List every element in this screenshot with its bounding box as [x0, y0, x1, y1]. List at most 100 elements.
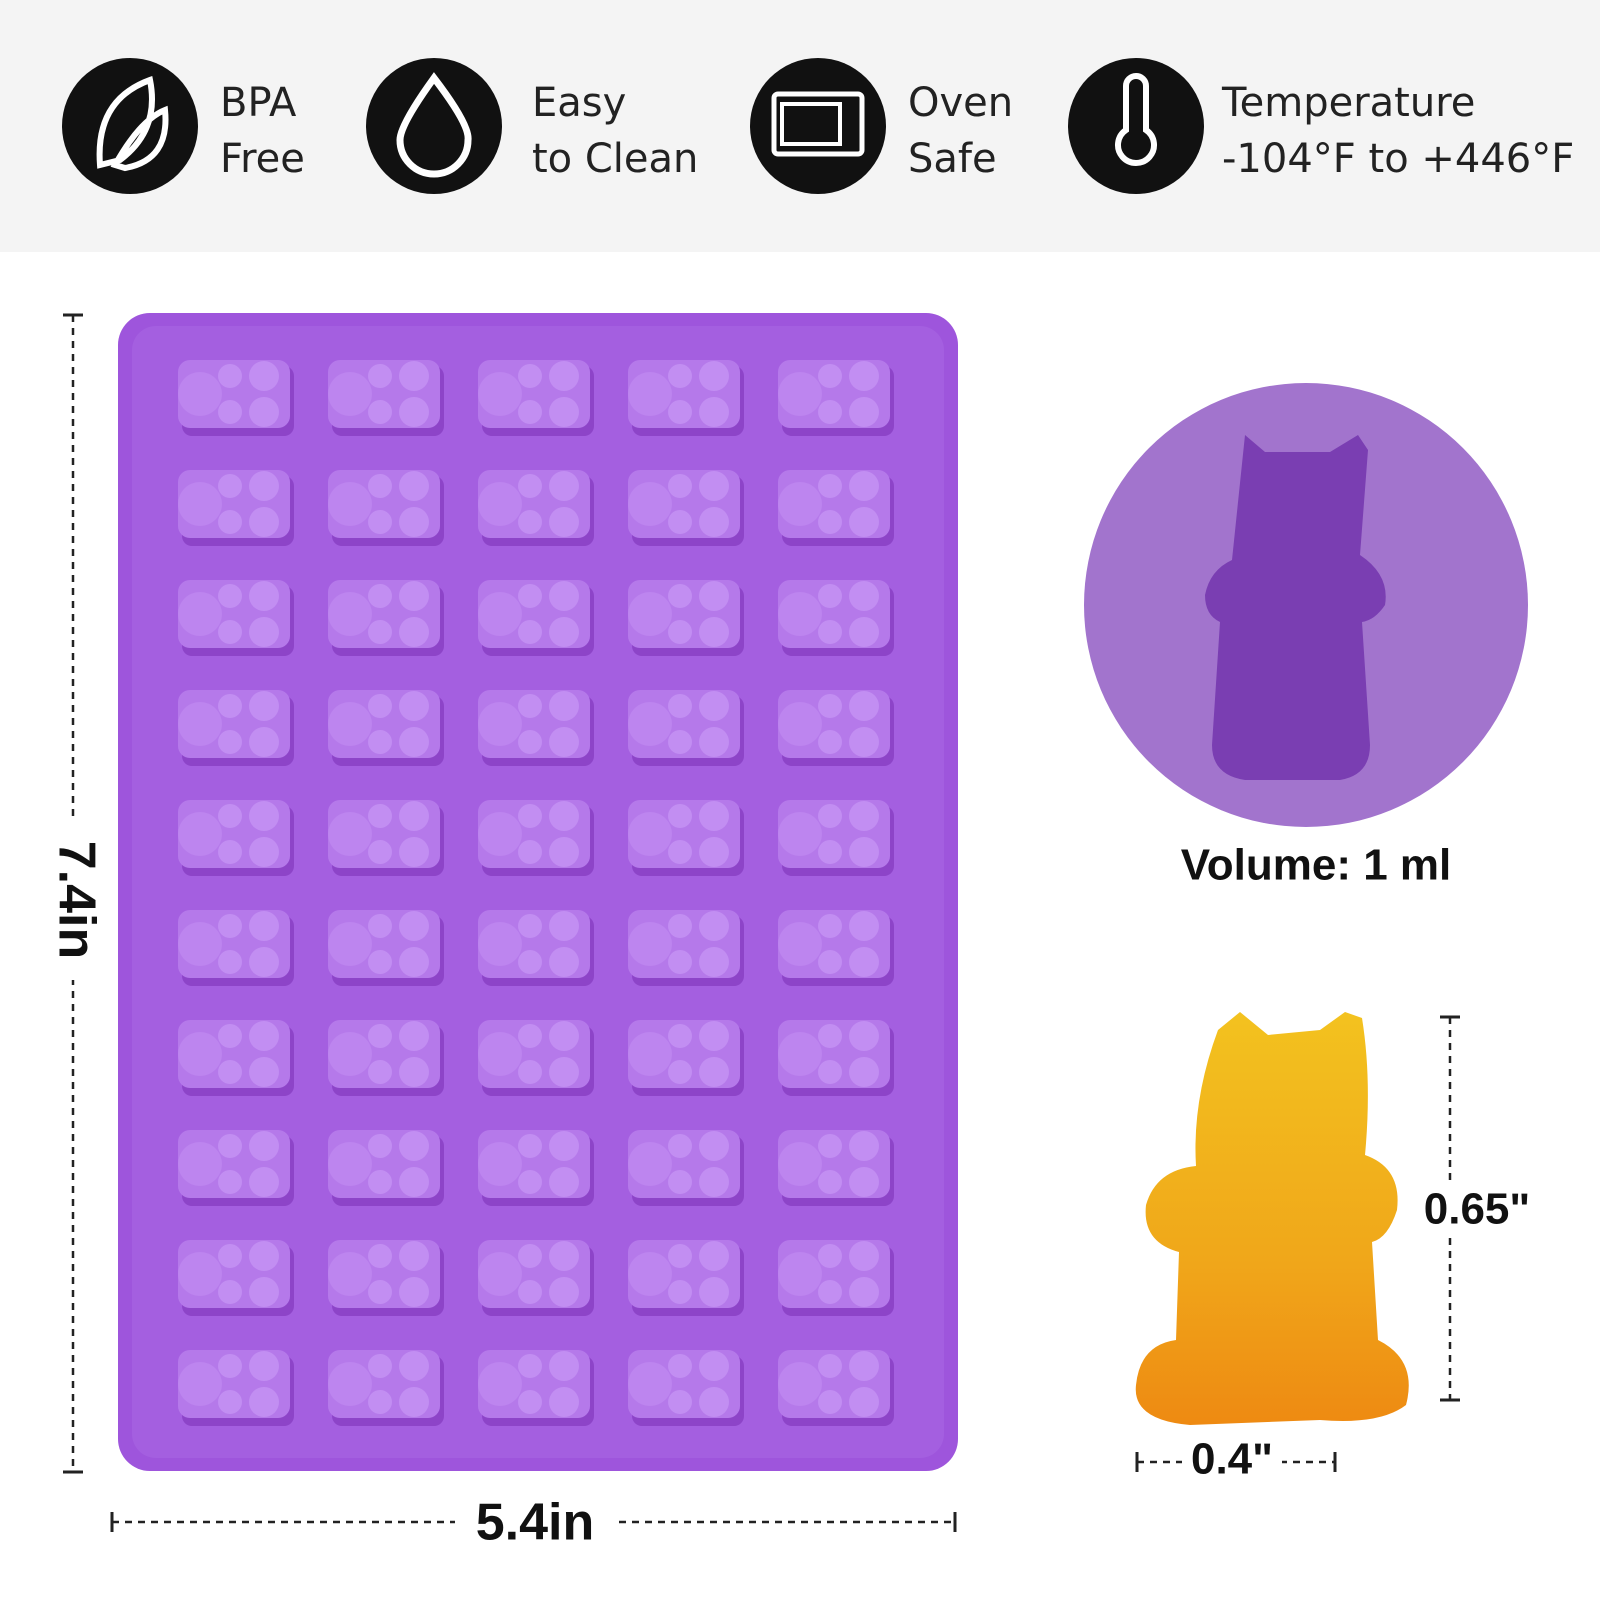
bear-limb — [399, 1351, 429, 1381]
bear-limb — [249, 947, 279, 977]
icon-bg — [366, 58, 502, 194]
feature-line2: -104°F to +446°F — [1222, 136, 1574, 182]
bear-cavity — [328, 360, 444, 436]
bear-cavity — [178, 360, 294, 436]
bear-limb — [518, 1170, 542, 1194]
bear-limb — [218, 1390, 242, 1414]
bear-cavity — [628, 1240, 744, 1316]
bear-limb — [518, 694, 542, 718]
bear-limb — [549, 1277, 579, 1307]
bear-head — [778, 592, 822, 636]
bear-head — [778, 482, 822, 526]
bear-limb — [368, 400, 392, 424]
bear-limb — [249, 1277, 279, 1307]
bear-limb — [368, 510, 392, 534]
bear-limb — [849, 1241, 879, 1271]
bear-limb — [368, 1134, 392, 1158]
bear-head — [328, 922, 372, 966]
bear-limb — [518, 584, 542, 608]
bear-limb — [818, 1134, 842, 1158]
bear-limb — [249, 1351, 279, 1381]
leaf-icon — [96, 75, 169, 172]
bear-limb — [699, 1021, 729, 1051]
bear-limb — [849, 1387, 879, 1417]
bear-limb — [668, 1280, 692, 1304]
label-bg — [1418, 1185, 1538, 1235]
bear-limb — [218, 914, 242, 938]
bear-limb — [368, 1170, 392, 1194]
feature-temperature: Temperature -104°F to +446°F — [1068, 58, 1574, 194]
bear-limb — [699, 617, 729, 647]
bear-limb — [668, 620, 692, 644]
bear-cavity — [328, 580, 444, 656]
bear-grid — [178, 360, 894, 1426]
bear-limb — [218, 510, 242, 534]
bear-head — [328, 1142, 372, 1186]
bear-limb — [399, 947, 429, 977]
bear-limb — [818, 840, 842, 864]
bear-limb — [699, 691, 729, 721]
bear-cavity — [478, 580, 594, 656]
bear-limb — [249, 471, 279, 501]
bear-limb — [218, 584, 242, 608]
bear-limb — [399, 617, 429, 647]
bear-limb — [549, 581, 579, 611]
bear-limb — [668, 364, 692, 388]
bear-limb — [249, 507, 279, 537]
bear-limb — [218, 1024, 242, 1048]
bear-limb — [818, 694, 842, 718]
bear-limb — [399, 1167, 429, 1197]
bear-limb — [249, 1387, 279, 1417]
tray-height-label: 7.4in — [47, 841, 105, 960]
bear-cavity — [778, 800, 894, 876]
bear-head — [178, 702, 222, 746]
bear-cavity — [778, 1350, 894, 1426]
bear-head — [478, 1142, 522, 1186]
bear-limb — [549, 911, 579, 941]
bear-limb — [818, 1354, 842, 1378]
bear-limb — [668, 400, 692, 424]
bear-head — [628, 482, 672, 526]
bear-limb — [668, 694, 692, 718]
bear-limb — [249, 911, 279, 941]
bear-limb — [849, 801, 879, 831]
bear-cavity — [778, 1020, 894, 1096]
bear-cavity — [328, 470, 444, 546]
bear-limb — [699, 471, 729, 501]
bear-limb — [518, 1390, 542, 1414]
bear-limb — [368, 730, 392, 754]
feature-clean: Easy to Clean — [366, 58, 698, 194]
bear-limb — [818, 620, 842, 644]
bear-limb — [549, 837, 579, 867]
bear-limb — [368, 804, 392, 828]
tray-width-label: 5.4in — [476, 1494, 595, 1552]
bear-cavity — [328, 1350, 444, 1426]
bear-limb — [668, 1170, 692, 1194]
bear-cavity — [178, 580, 294, 656]
bear-limb — [668, 950, 692, 974]
bear-limb — [849, 727, 879, 757]
bear-limb — [549, 1021, 579, 1051]
bear-limb — [518, 950, 542, 974]
feature-line2: Safe — [908, 136, 997, 182]
icon-bg — [1068, 58, 1204, 194]
bear-limb — [518, 510, 542, 534]
bear-limb — [368, 1354, 392, 1378]
oven-icon — [771, 91, 865, 157]
bear-limb — [218, 620, 242, 644]
bear-cavity — [178, 690, 294, 766]
bear-cavity — [478, 910, 594, 986]
bear-limb — [849, 397, 879, 427]
bear-limb — [368, 840, 392, 864]
bear-limb — [549, 1241, 579, 1271]
bear-limb — [549, 361, 579, 391]
bear-limb — [218, 1060, 242, 1084]
bear-limb — [699, 581, 729, 611]
bear-limb — [699, 397, 729, 427]
bear-limb — [399, 727, 429, 757]
bear-cavity — [628, 470, 744, 546]
feature-bpa: BPA Free — [62, 58, 305, 194]
bear-limb — [668, 914, 692, 938]
oven-window — [780, 102, 842, 146]
